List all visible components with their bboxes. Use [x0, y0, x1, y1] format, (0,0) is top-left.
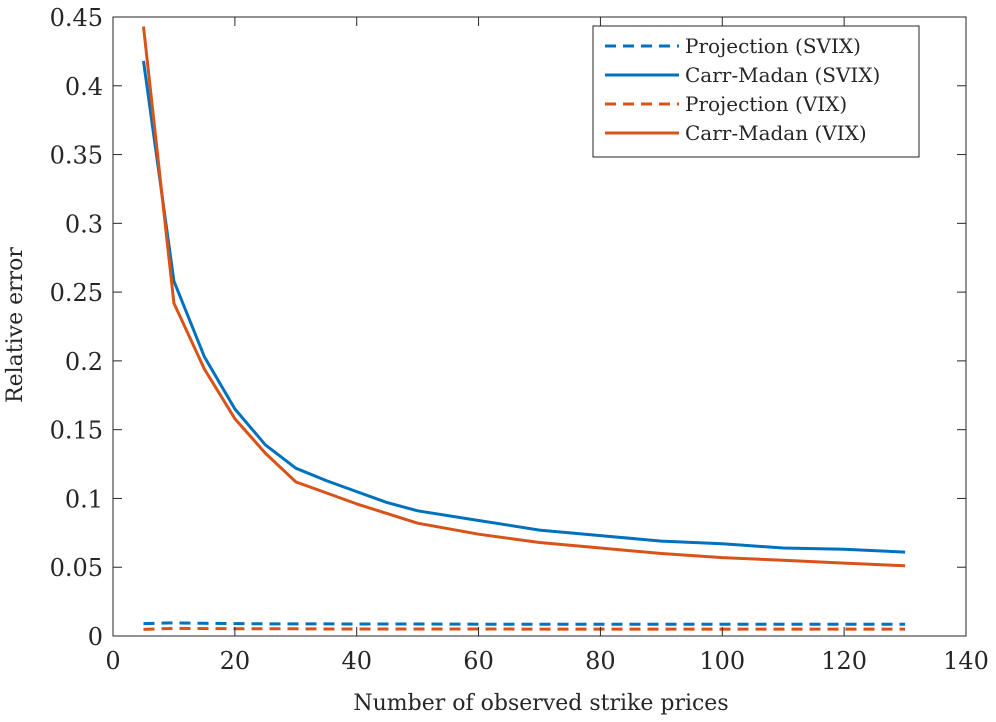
legend-label-3: Projection (VIX): [685, 92, 847, 116]
x-tick-label: 0: [105, 647, 120, 675]
x-tick-label: 60: [463, 647, 494, 675]
legend-label-1: Projection (SVIX): [685, 34, 861, 58]
y-tick-label: 0.4: [65, 73, 103, 101]
legend-box: [592, 25, 920, 158]
legend: Projection (SVIX) Carr-Madan (SVIX) Projec…: [592, 25, 920, 158]
y-tick-label: 0.25: [50, 279, 103, 307]
series-line-4: [142, 26, 906, 568]
y-tick-label: 0.1: [65, 485, 103, 513]
series-line-1: [143, 621, 906, 626]
x-tick-label: 120: [821, 647, 867, 675]
y-tick-label: 0.2: [65, 348, 103, 376]
y-tick-label: 0.3: [65, 210, 103, 238]
y-tick-label: 0.35: [50, 142, 103, 170]
x-tick-label: 40: [341, 647, 372, 675]
series-layer: [142, 26, 906, 631]
x-tick-label: 140: [943, 647, 989, 675]
series-line-2: [142, 60, 906, 554]
x-tick-label: 20: [220, 647, 251, 675]
axes-box: [112, 16, 967, 637]
y-tick-label: 0.05: [50, 554, 103, 582]
x-tick-label: 80: [585, 647, 616, 675]
legend-label-4: Carr-Madan (VIX): [685, 121, 867, 145]
y-tick-label: 0.15: [50, 417, 103, 445]
y-axis-label: Relative error: [3, 247, 28, 403]
series-line-3: [143, 626, 906, 631]
ticks-layer: 0 20 40 60 80 100 120 140 0 0.05 0.1 0.15 0.2 0.25 0.3…: [50, 4, 989, 675]
y-tick-label: 0.45: [50, 4, 103, 32]
y-tick-label: 0: [88, 623, 103, 651]
x-tick-label: 100: [699, 647, 745, 675]
x-axis-label: Number of observed strike prices: [353, 691, 728, 716]
legend-label-2: Carr-Madan (SVIX): [685, 63, 880, 87]
